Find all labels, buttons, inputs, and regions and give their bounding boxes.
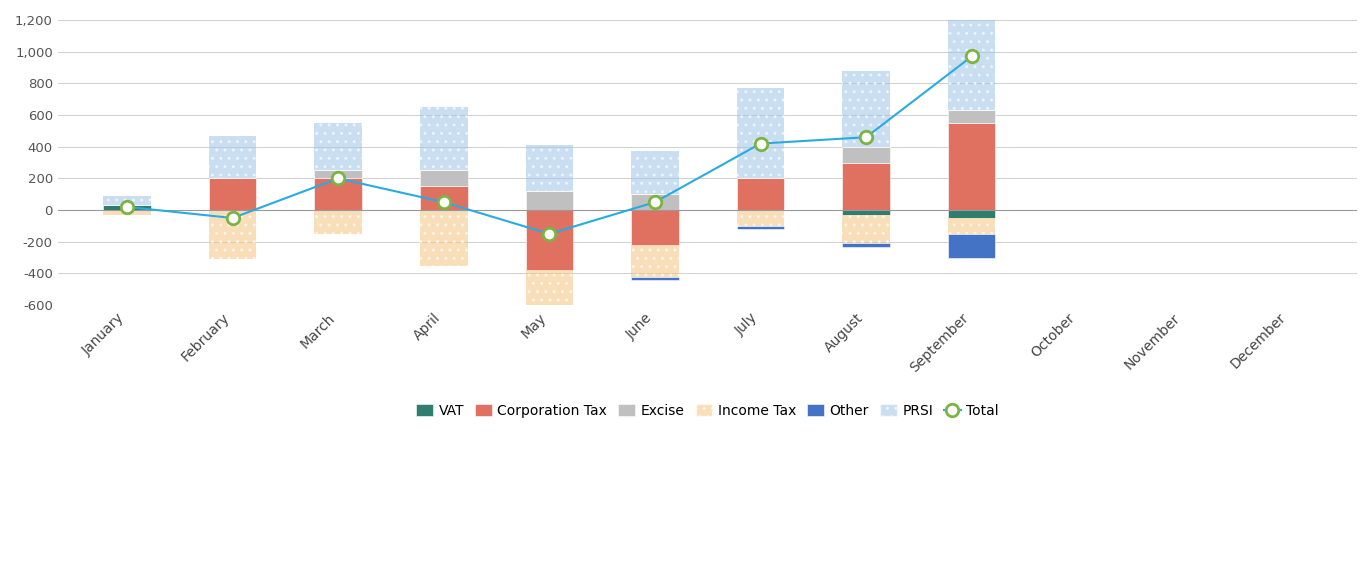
Total [435, 199, 451, 206]
Bar [420, 171, 468, 186]
Bar [631, 151, 679, 194]
Bar [420, 107, 468, 171]
Bar [842, 215, 890, 244]
Bar [948, 234, 996, 258]
Bar [420, 186, 468, 210]
Total [541, 230, 557, 237]
Bar [314, 123, 362, 171]
Bar [420, 210, 468, 265]
Bar [948, 210, 996, 218]
Bar [209, 210, 257, 259]
Total [331, 175, 347, 182]
Bar [525, 270, 573, 325]
Total [752, 140, 768, 147]
Bar [209, 178, 257, 210]
Bar [842, 210, 890, 215]
Total [963, 53, 980, 60]
Bar [948, 2, 996, 110]
Total [646, 199, 663, 206]
Bar [631, 277, 679, 280]
Bar [314, 210, 362, 234]
Legend: VAT, Corporation Tax, Excise, Income Tax, Other, PRSI, Total: VAT, Corporation Tax, Excise, Income Tax… [417, 404, 999, 418]
Bar [103, 196, 151, 205]
Bar [631, 194, 679, 210]
Bar [525, 145, 573, 191]
Bar [842, 244, 890, 246]
Bar [842, 70, 890, 147]
Bar [948, 110, 996, 123]
Bar [948, 123, 996, 210]
Bar [103, 210, 151, 215]
Bar [737, 88, 785, 178]
Total [119, 203, 136, 210]
Bar [842, 147, 890, 163]
Bar [631, 210, 679, 245]
Total [225, 214, 241, 221]
Bar [842, 163, 890, 210]
Bar [631, 245, 679, 277]
Total [858, 134, 874, 140]
Bar [314, 171, 362, 178]
Bar [737, 210, 785, 226]
Bar [948, 218, 996, 234]
Bar [525, 210, 573, 270]
Bar [103, 205, 151, 210]
Line: Total: Total [121, 50, 978, 240]
Bar [525, 191, 573, 210]
Bar [737, 178, 785, 210]
Bar [209, 136, 257, 178]
Bar [314, 178, 362, 210]
Bar [737, 226, 785, 229]
